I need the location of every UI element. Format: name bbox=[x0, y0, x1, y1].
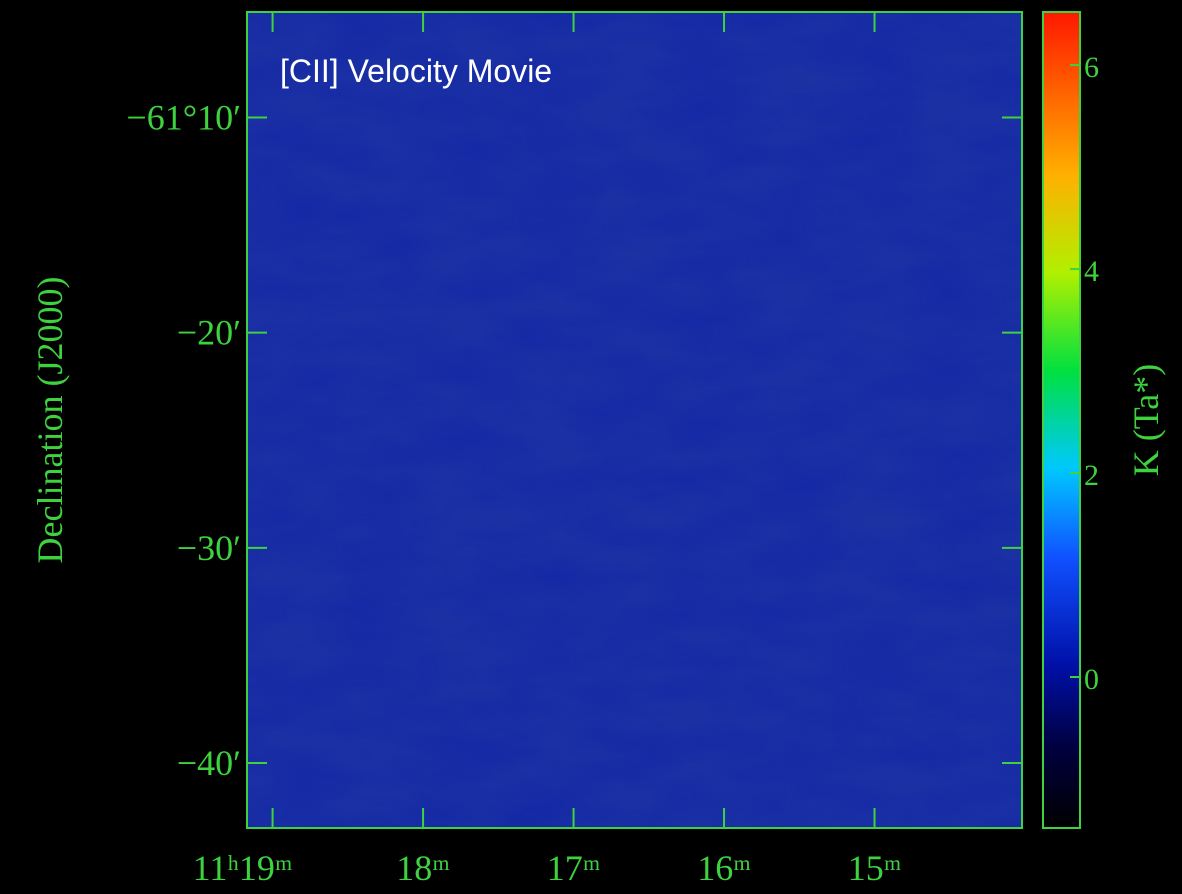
chart-title: [CII] Velocity Movie bbox=[280, 53, 552, 89]
colorbar-label: K (Ta*) bbox=[1126, 364, 1166, 476]
x-tick-label: 15ᵐ bbox=[848, 848, 902, 888]
colorbar-tick-label: 4 bbox=[1084, 255, 1099, 288]
y-tick-label: −40′ bbox=[177, 743, 241, 783]
x-tick-label: 18ᵐ bbox=[396, 848, 450, 888]
y-tick-label: −61°10′ bbox=[126, 97, 241, 137]
colorbar bbox=[1043, 12, 1080, 828]
x-tick-label: 11ʰ19ᵐ bbox=[193, 848, 293, 888]
map-texture bbox=[247, 12, 1022, 828]
colorbar-tick-label: 0 bbox=[1084, 663, 1099, 696]
y-tick-label: −20′ bbox=[177, 313, 241, 353]
x-tick-label: 17ᵐ bbox=[547, 848, 601, 888]
plot-area bbox=[247, 12, 1022, 828]
colorbar-tick-label: 6 bbox=[1084, 51, 1099, 84]
y-axis-label: Declination (J2000) bbox=[30, 277, 70, 564]
colorbar-tick-label: 2 bbox=[1084, 459, 1099, 492]
chart: [CII] Velocity Movie Declination (J2000)… bbox=[0, 0, 1182, 894]
x-tick-label: 16ᵐ bbox=[697, 848, 751, 888]
y-tick-label: −30′ bbox=[177, 528, 241, 568]
